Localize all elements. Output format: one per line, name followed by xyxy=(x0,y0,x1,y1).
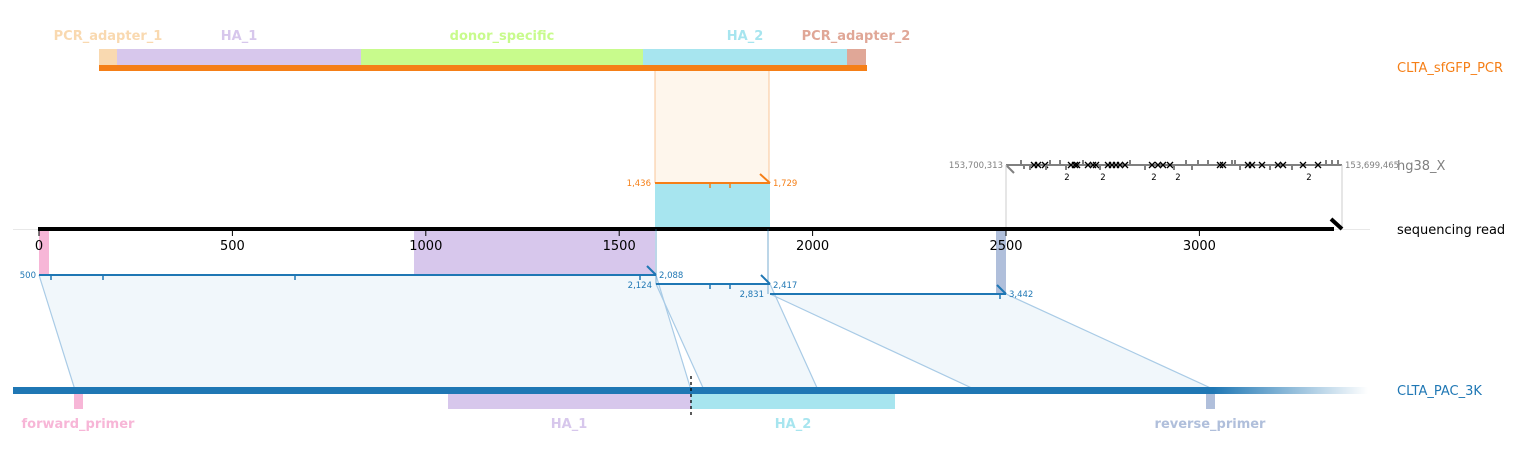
pcr-arrow-tip xyxy=(759,173,771,184)
pcr-end-coord: 1,729 xyxy=(773,179,797,189)
mismatch-mark xyxy=(1154,161,1162,169)
projection-edge xyxy=(38,274,76,391)
projection-edge xyxy=(769,293,977,391)
mismatch-mark xyxy=(1279,161,1287,169)
mismatch-mark xyxy=(1071,161,1079,169)
mismatch-mark xyxy=(1121,161,1129,169)
read-axis-tick-label: 1000 xyxy=(409,239,442,254)
plasmid-3-projection xyxy=(770,294,1215,390)
mismatch-mark xyxy=(1314,161,1322,169)
projection-edge xyxy=(769,283,819,391)
ha-2-block xyxy=(643,49,847,65)
projection-edge xyxy=(655,274,692,391)
reverse-primer-block xyxy=(1206,394,1215,409)
plasmid-backbone-fade xyxy=(1213,387,1368,394)
forward-primer-read-highlight xyxy=(39,229,49,275)
pcr-start-coord: 1,436 xyxy=(627,179,651,189)
mismatch-mark xyxy=(1092,161,1100,169)
ha-1-read-highlight xyxy=(414,229,655,275)
genome-count-5: 2 xyxy=(1306,173,1311,183)
pcr-backbone xyxy=(99,65,867,71)
plasmid-track-name: CLTA_PAC_3K xyxy=(1397,384,1482,399)
pcr-feature-label-3: donor_specific xyxy=(450,29,555,44)
mismatch-mark xyxy=(1089,161,1097,169)
mismatch-mark xyxy=(1116,161,1124,169)
mismatch-mark xyxy=(1073,161,1081,169)
pcr-track-name: CLTA_sfGFP_PCR xyxy=(1397,61,1503,76)
read-axis-arrow xyxy=(1329,217,1344,231)
genome-track-name: hg38_X xyxy=(1397,159,1446,174)
plasmid-1-arrow xyxy=(646,265,657,276)
forward-primer-block xyxy=(74,394,83,409)
projection-edge xyxy=(1005,293,1216,391)
projection-edge xyxy=(655,283,705,391)
pcr-alignment: 1,436 1,729 xyxy=(627,71,797,229)
pcr-adapter-2-block xyxy=(847,49,866,65)
plasmid-2-projection xyxy=(656,284,818,390)
plasmid-ha-1-block xyxy=(448,394,691,409)
read-axis-ticks: 0 500 1000 1500 2000 2500 3000 xyxy=(35,229,1216,254)
plasmid-track: forward_primer HA_1 HA_2 reverse_primer … xyxy=(13,376,1482,432)
pcr-adapter-1-block xyxy=(99,49,117,65)
mismatch-mark xyxy=(1258,161,1266,169)
plasmid-3-arrow xyxy=(996,284,1007,295)
pcr-alignment-shade xyxy=(655,71,769,183)
read-axis-tick-label: 3000 xyxy=(1183,239,1216,254)
reverse-primer-read-highlight xyxy=(996,229,1006,294)
plasmid-feature-label-3: HA_2 xyxy=(775,417,812,432)
read-axis-tick-label: 2000 xyxy=(796,239,829,254)
mismatch-mark xyxy=(1274,161,1282,169)
plasmid-feature-label-2: HA_1 xyxy=(551,417,588,432)
mismatch-mark xyxy=(1084,161,1092,169)
read-axis-tick-label: 0 xyxy=(35,239,43,254)
genome-count-2: 2 xyxy=(1100,173,1105,183)
plasmid-3-start-coord: 2,831 xyxy=(740,290,764,300)
ha-2-read-highlight xyxy=(655,183,770,229)
plasmid-ha-2-block xyxy=(691,394,895,409)
pcr-feature-label-1: PCR_adapter_1 xyxy=(54,29,163,44)
ha-1-block xyxy=(117,49,361,65)
read-track: 0 500 1000 1500 2000 2500 3000 sequencing read xyxy=(13,217,1505,294)
plasmid-alignments: 500 2,088 2,124 2,417 2,831 3,442 xyxy=(20,229,1216,391)
plasmid-1-end-coord: 2,088 xyxy=(659,271,683,281)
plasmid-feature-label-4: reverse_primer xyxy=(1155,417,1267,432)
mismatch-mark xyxy=(1248,161,1256,169)
genome-right-coord: 153,699,465 xyxy=(1345,161,1399,171)
mismatch-mark xyxy=(1148,161,1156,169)
mismatch-mark xyxy=(1219,161,1227,169)
read-axis-tick-label: 2500 xyxy=(989,239,1022,254)
mismatch-mark xyxy=(1166,161,1174,169)
plasmid-2-start-coord: 2,124 xyxy=(628,281,652,291)
mismatch-mark xyxy=(1034,161,1042,169)
genome-arrow xyxy=(1005,164,1015,174)
mismatch-mark xyxy=(1216,161,1224,169)
genome-count-1: 2 xyxy=(1064,173,1069,183)
pcr-track: PCR_adapter_1 HA_1 donor_specific HA_2 P… xyxy=(54,29,1503,76)
plasmid-backbone xyxy=(13,387,1213,394)
mismatch-mark xyxy=(1159,161,1167,169)
donor-specific-block xyxy=(361,49,643,65)
read-axis-tick-label: 1500 xyxy=(603,239,636,254)
pcr-feature-label-2: HA_1 xyxy=(221,29,258,44)
read-track-name: sequencing read xyxy=(1397,223,1505,238)
genome-count-4: 2 xyxy=(1175,173,1180,183)
read-axis-tick-label: 500 xyxy=(220,239,245,254)
genome-track: 153,700,313 153,699,465 2 2 2 2 2 hg38_X xyxy=(949,159,1446,229)
plasmid-2-end-coord: 2,417 xyxy=(773,281,797,291)
genome-left-coord: 153,700,313 xyxy=(949,161,1003,171)
pcr-feature-label-5: PCR_adapter_2 xyxy=(802,29,911,44)
genome-count-3: 2 xyxy=(1151,173,1156,183)
plasmid-feature-label-1: forward_primer xyxy=(22,417,136,432)
pcr-feature-label-4: HA_2 xyxy=(727,29,764,44)
mismatch-mark xyxy=(1299,161,1307,169)
plasmid-3-end-coord: 3,442 xyxy=(1009,290,1033,300)
plasmid-1-projection xyxy=(39,275,691,390)
genome-mismatch-marks xyxy=(1020,160,1339,170)
plasmid-2-arrow xyxy=(760,274,771,285)
plasmid-1-start-coord: 500 xyxy=(20,271,36,281)
